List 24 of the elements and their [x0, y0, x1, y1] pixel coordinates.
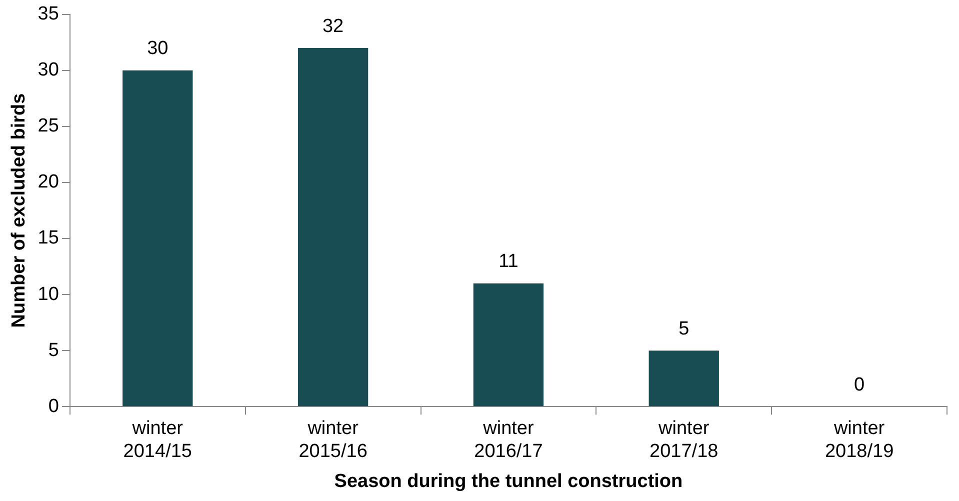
data-label: 0 — [854, 374, 865, 396]
x-axis-title: Season during the tunnel construction — [334, 470, 683, 492]
x-tick-label: winter 2018/19 — [824, 418, 894, 462]
bar — [648, 350, 719, 406]
y-tick-label: 35 — [38, 4, 59, 25]
y-tick-label: 5 — [48, 340, 59, 361]
y-axis-title: Number of excluded birds — [8, 93, 30, 328]
y-tick-label: 30 — [38, 60, 59, 81]
x-tick-label: winter 2015/16 — [298, 418, 368, 462]
x-tick-label: winter 2016/17 — [474, 418, 543, 462]
y-tick-label: 10 — [38, 284, 59, 305]
y-tick-label: 20 — [38, 172, 59, 193]
x-tick-label: winter 2014/15 — [123, 418, 192, 462]
y-tick-label: 0 — [48, 396, 59, 417]
x-tick-label: winter 2017/18 — [650, 418, 718, 462]
data-label: 30 — [147, 38, 168, 60]
data-label: 32 — [322, 16, 344, 37]
data-label: 5 — [678, 318, 690, 340]
bar — [473, 283, 544, 406]
y-tick-label: 15 — [38, 228, 59, 249]
bar — [298, 48, 368, 406]
data-label: 11 — [498, 251, 518, 272]
bar — [122, 70, 193, 406]
y-tick-label: 25 — [38, 116, 59, 137]
